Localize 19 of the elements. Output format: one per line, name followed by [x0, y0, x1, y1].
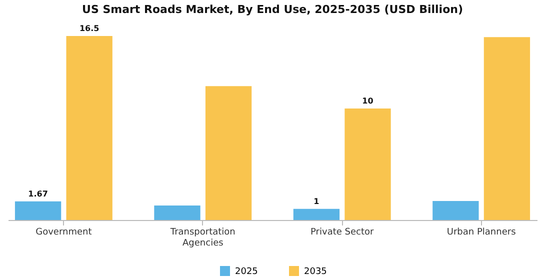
- data-label: 1.67: [28, 189, 48, 198]
- x-tick-label: Government: [36, 228, 92, 238]
- bar: [14, 201, 62, 220]
- bar: [154, 206, 200, 220]
- data-label: 16.5: [79, 24, 100, 33]
- chart-title: US Smart Roads Market, By End Use, 2025-2035 (USD Billion): [82, 3, 463, 16]
- bar: [344, 108, 391, 220]
- bar: [205, 86, 252, 220]
- x-tick-label: Urban Planners: [446, 228, 516, 238]
- bar: [432, 201, 479, 220]
- x-tick-label: Transportation Agencies: [169, 228, 236, 248]
- data-label: 1: [314, 196, 320, 206]
- data-label: 10: [362, 96, 374, 106]
- legend-label: 2025: [235, 267, 258, 277]
- bar: [66, 36, 112, 220]
- bar: [484, 37, 530, 220]
- legend-label: 2035: [304, 267, 327, 277]
- bar: [293, 208, 340, 220]
- x-tick-label: Private Sector: [310, 228, 374, 238]
